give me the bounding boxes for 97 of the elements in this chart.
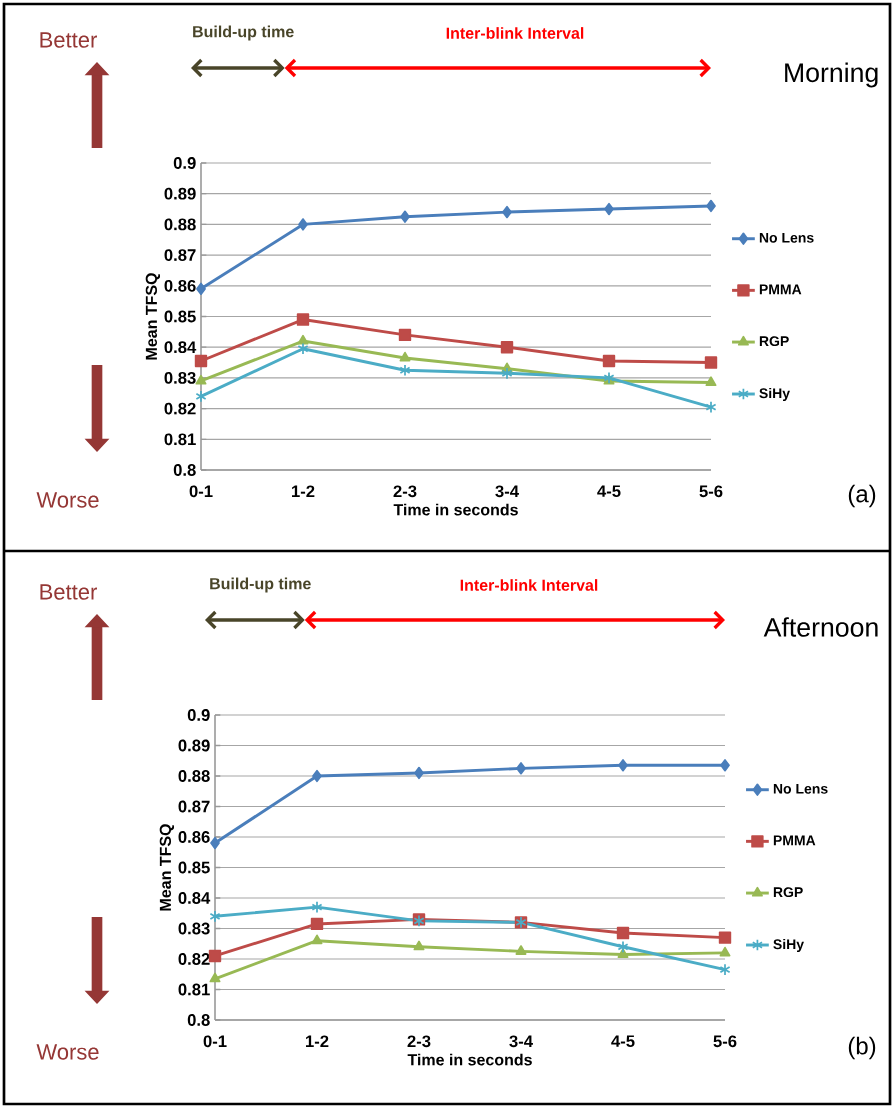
y-tick-label: 0.86 bbox=[164, 279, 196, 292]
text: Better bbox=[40, 32, 97, 48]
point bbox=[705, 400, 717, 414]
y-tick-label: 0.82 bbox=[164, 402, 196, 415]
text: Worse bbox=[36, 1044, 99, 1060]
legend-label: No Lens bbox=[759, 232, 814, 243]
y-tick-label: 0.88 bbox=[164, 218, 196, 231]
point bbox=[310, 917, 324, 931]
text: Build-up time bbox=[193, 25, 294, 41]
text: Afternoon bbox=[763, 617, 878, 637]
x-tick-label: 0-1 bbox=[189, 485, 213, 498]
legend-label: PMMA bbox=[773, 835, 816, 846]
text: Build-up time bbox=[210, 577, 311, 593]
point bbox=[602, 354, 616, 368]
point bbox=[617, 940, 629, 953]
point bbox=[718, 931, 732, 944]
y-tick-label: 0.85 bbox=[164, 310, 196, 323]
legend-label: SiHy bbox=[759, 387, 790, 401]
y-axis-title: Mean TFSQ bbox=[145, 273, 161, 360]
x-tick-label: 2-3 bbox=[393, 485, 417, 498]
y-tick-label: 0.88 bbox=[178, 770, 210, 782]
x-tick-label: 1-2 bbox=[306, 1035, 329, 1048]
x-tick-label: 0-1 bbox=[203, 1035, 227, 1048]
point bbox=[311, 900, 323, 914]
y-tick-label: 0.82 bbox=[178, 953, 210, 965]
point bbox=[501, 367, 513, 380]
x-tick-label: 5-6 bbox=[713, 1035, 737, 1048]
text: Worse bbox=[36, 492, 99, 508]
y-tick-label: 0.84 bbox=[164, 341, 197, 354]
point bbox=[312, 769, 322, 783]
legend-label: No Lens bbox=[773, 783, 828, 794]
point bbox=[502, 205, 512, 219]
text: (a) bbox=[848, 484, 876, 508]
text: Morning bbox=[785, 62, 878, 88]
text: Better bbox=[40, 584, 97, 600]
y-tick-label: 0.83 bbox=[178, 922, 210, 935]
y-tick-label: 0.8 bbox=[173, 464, 196, 476]
point bbox=[719, 946, 731, 957]
y-tick-label: 0.87 bbox=[178, 800, 210, 813]
point bbox=[706, 199, 716, 213]
point bbox=[413, 940, 425, 951]
point bbox=[298, 218, 308, 231]
y-tick-label: 0.9 bbox=[173, 157, 196, 169]
y-tick-label: 0.85 bbox=[178, 861, 210, 874]
y-tick-label: 0.84 bbox=[178, 892, 211, 904]
point bbox=[516, 762, 526, 775]
text: Inter-blink Interval bbox=[446, 27, 584, 39]
point bbox=[704, 356, 718, 369]
point bbox=[618, 759, 628, 772]
point bbox=[311, 934, 323, 945]
y-tick-label: 0.9 bbox=[187, 709, 210, 721]
point bbox=[195, 390, 207, 403]
x-tick-label: 4-5 bbox=[597, 485, 621, 498]
point bbox=[414, 766, 424, 780]
x-axis-title: Time in seconds bbox=[393, 503, 518, 516]
y-axis-title: Mean TFSQ bbox=[159, 824, 175, 911]
x-tick-label: 1-2 bbox=[292, 485, 315, 498]
y-tick-label: 0.89 bbox=[178, 739, 210, 752]
point bbox=[604, 202, 614, 216]
x-tick-label: 4-5 bbox=[611, 1035, 635, 1048]
point bbox=[719, 963, 731, 976]
point bbox=[209, 972, 221, 983]
point bbox=[398, 328, 412, 342]
point bbox=[515, 945, 527, 955]
legend-label: SiHy bbox=[773, 938, 804, 952]
point bbox=[399, 364, 411, 377]
point bbox=[296, 313, 310, 326]
point bbox=[720, 759, 730, 772]
point bbox=[297, 334, 309, 345]
legend-label: RGP bbox=[759, 336, 789, 347]
y-tick-label: 0.81 bbox=[164, 433, 196, 446]
y-tick-label: 0.8 bbox=[187, 1014, 210, 1026]
point bbox=[195, 374, 207, 385]
x-tick-label: 2-3 bbox=[407, 1035, 431, 1048]
point bbox=[705, 376, 717, 387]
y-tick-label: 0.81 bbox=[178, 983, 210, 996]
x-tick-label: 5-6 bbox=[699, 485, 723, 498]
point bbox=[297, 342, 309, 355]
y-tick-label: 0.87 bbox=[164, 249, 196, 261]
y-tick-label: 0.86 bbox=[178, 831, 210, 843]
point bbox=[399, 351, 411, 362]
point bbox=[209, 910, 221, 923]
point bbox=[210, 836, 220, 850]
y-tick-label: 0.89 bbox=[164, 187, 196, 200]
text: Inter-blink Interval bbox=[460, 579, 598, 591]
x-axis-title: Time in seconds bbox=[407, 1053, 532, 1066]
y-tick-label: 0.83 bbox=[164, 371, 196, 384]
x-tick-label: 3-4 bbox=[495, 485, 519, 498]
legend-label: RGP bbox=[773, 887, 803, 898]
point bbox=[616, 926, 630, 940]
point bbox=[400, 210, 410, 223]
point bbox=[194, 354, 208, 368]
point bbox=[500, 340, 514, 354]
point bbox=[196, 282, 206, 296]
text: (b) bbox=[848, 1036, 876, 1060]
legend-label: PMMA bbox=[759, 284, 802, 295]
x-tick-label: 3-4 bbox=[509, 1035, 533, 1048]
